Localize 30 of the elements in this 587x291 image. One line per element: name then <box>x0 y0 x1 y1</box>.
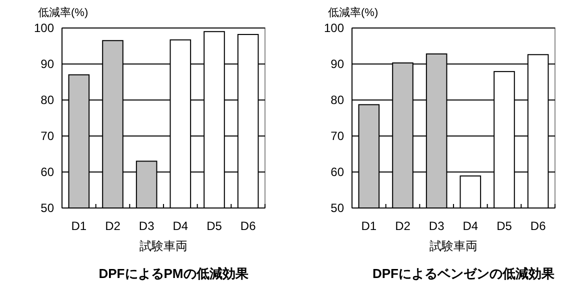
y-tick-label: 100 <box>34 21 54 36</box>
text: DPFによるPMの低減効果 <box>98 266 250 281</box>
y-tick-label: 90 <box>330 57 344 72</box>
x-tick-label: D6 <box>240 219 256 233</box>
x-tick-label: D3 <box>138 219 155 233</box>
y-tick-label: 50 <box>330 201 344 216</box>
x-tick-label: D6 <box>530 219 546 233</box>
y-tick-label: 100 <box>324 21 344 36</box>
x-tick-label: D5 <box>496 219 512 233</box>
x-tick-label: D4 <box>172 219 188 233</box>
x-tick-label: D1 <box>71 219 87 233</box>
text: DPFによるベンゼンの低減効果 <box>372 266 556 281</box>
y-axis-title: 低減率(%) <box>38 6 88 19</box>
y-tick-label: 70 <box>330 129 344 144</box>
x-tick-label: D5 <box>206 219 222 233</box>
y-axis-title: 低減率(%) <box>328 6 378 19</box>
y-tick-label: 80 <box>40 93 54 108</box>
x-tick-label: D2 <box>105 219 121 233</box>
x-tick-label: D1 <box>361 219 377 233</box>
y-tick-label: 80 <box>330 93 344 108</box>
x-axis-title: 試験車両 <box>430 239 478 253</box>
x-tick-label: D2 <box>395 219 411 233</box>
y-tick-label: 60 <box>330 165 344 180</box>
y-tick-label: 90 <box>40 57 54 72</box>
y-tick-label: 60 <box>40 165 54 180</box>
y-tick-label: 50 <box>40 201 54 216</box>
x-axis-title: 試験車両 <box>140 239 188 253</box>
x-tick-label: D4 <box>462 219 478 233</box>
y-tick-label: 70 <box>40 129 54 144</box>
x-tick-label: D3 <box>428 219 445 233</box>
